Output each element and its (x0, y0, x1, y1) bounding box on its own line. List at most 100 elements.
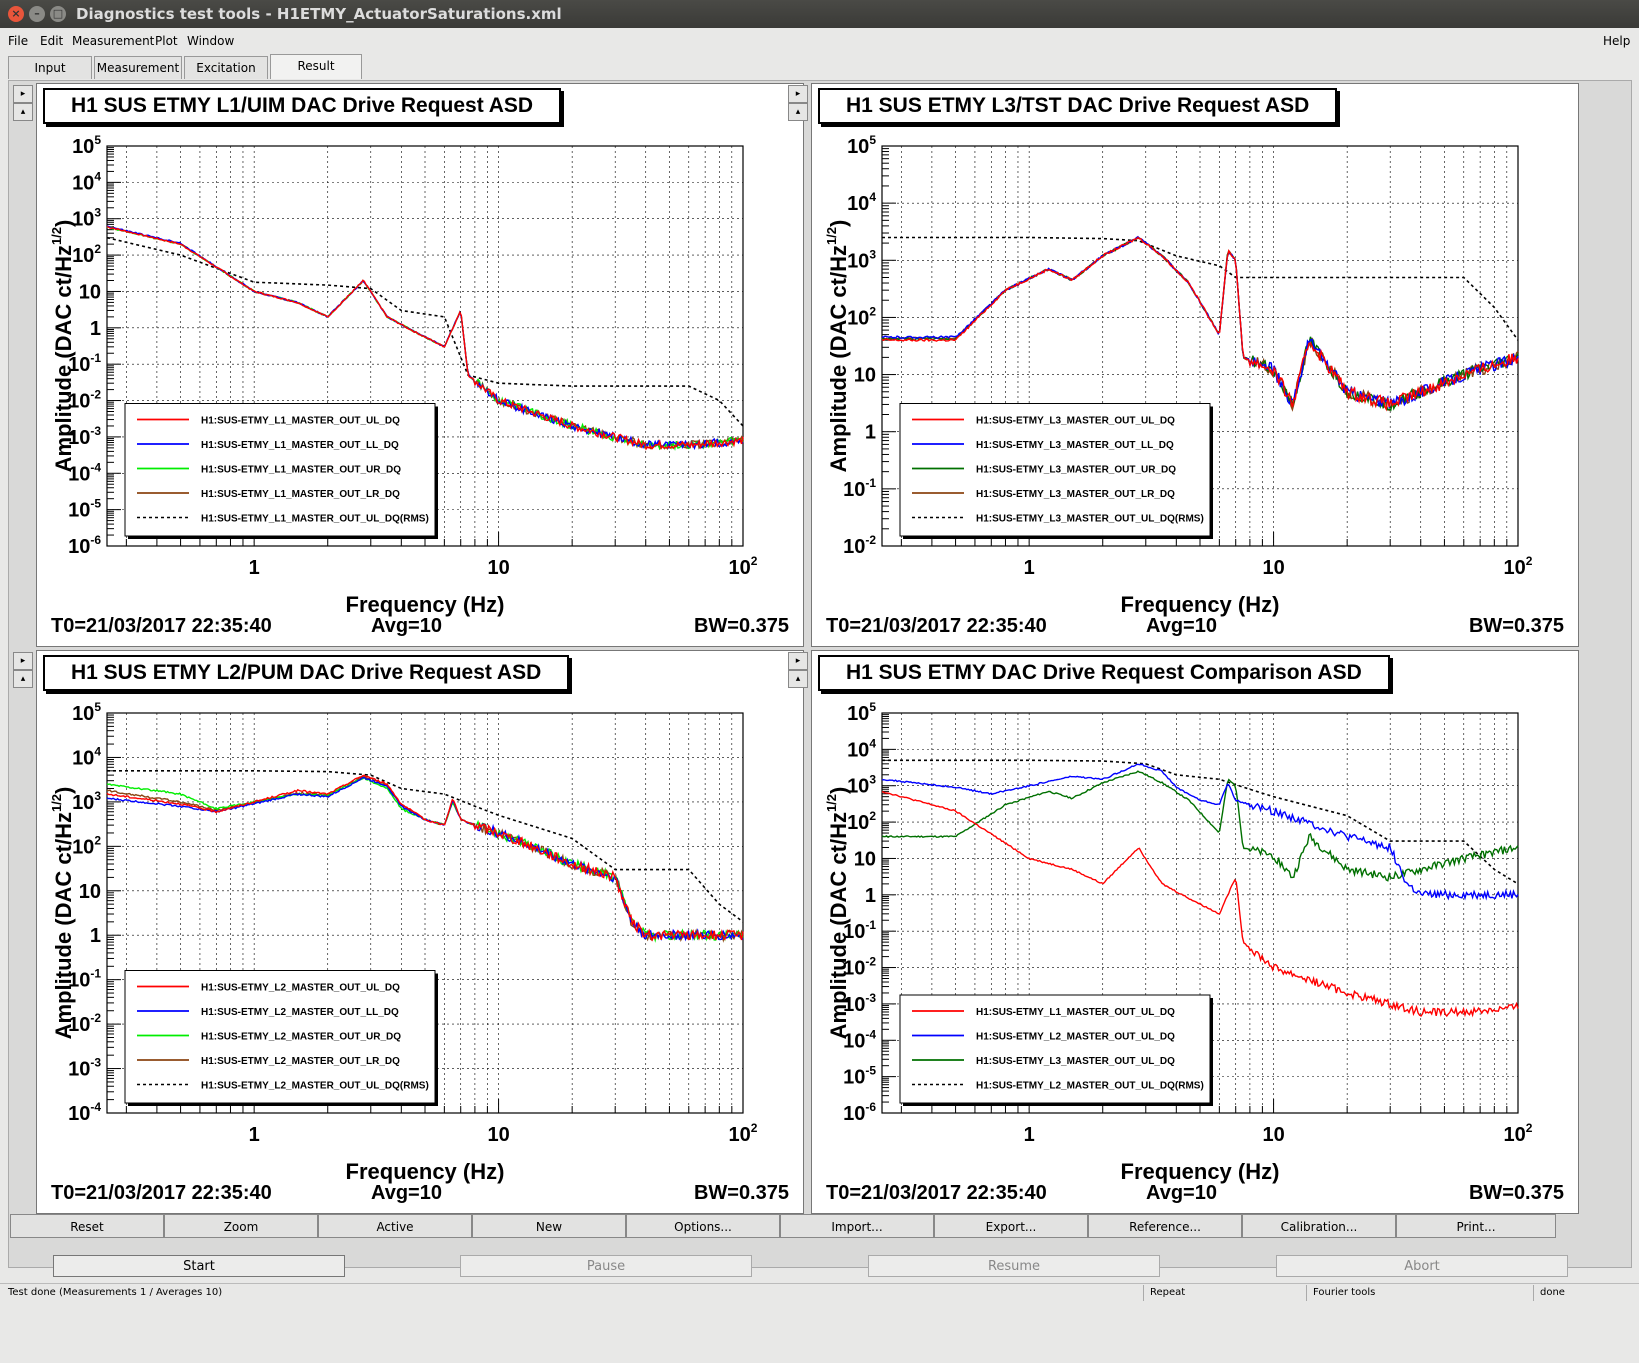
legend-entry: H1:SUS-ETMY_L3_MASTER_OUT_UR_DQ (976, 465, 1176, 476)
pause-button[interactable]: Pause (460, 1255, 752, 1277)
menu-help[interactable]: Help (1603, 34, 1631, 48)
legend-entry: H1:SUS-ETMY_L2_MASTER_OUT_UL_DQ (201, 983, 400, 994)
pad-expand-up-icon[interactable]: ▴ (788, 670, 808, 688)
plot-pad-tst[interactable]: H1 SUS ETMY L3/TST DAC Drive Request ASD… (811, 83, 1579, 647)
y-tick-label: 10-3 (68, 424, 101, 449)
reset-button[interactable]: Reset (10, 1214, 164, 1238)
series-line (881, 237, 1519, 412)
pad-expand-up-icon[interactable]: ▴ (788, 103, 808, 121)
y-tick-label: 103 (72, 206, 101, 231)
y-tick-label: 10 (854, 848, 876, 870)
window-titlebar: × – □ Diagnostics test tools - H1ETMY_Ac… (0, 0, 1639, 28)
y-tick-label: 1 (90, 925, 101, 947)
plot-bw: BW=0.375 (693, 1182, 789, 1204)
grid (107, 712, 744, 1114)
plot-avg: Avg=10 (1146, 1182, 1217, 1204)
y-tick-label: 10-4 (68, 1100, 101, 1125)
status-fourier-tools: Fourier tools (1313, 1287, 1376, 1298)
y-tick-label: 104 (72, 744, 101, 769)
print-button[interactable]: Print... (1396, 1214, 1556, 1238)
series-line (881, 236, 1519, 412)
plot-t0: T0=21/03/2017 22:35:40 (826, 1182, 1047, 1204)
y-tick-label: 10-3 (68, 1056, 101, 1081)
pad-expand-up-icon[interactable]: ▴ (13, 103, 33, 121)
close-window-icon[interactable]: × (8, 6, 24, 22)
pad-expand-right-icon[interactable]: ▸ (788, 652, 808, 670)
pad-expand-right-icon[interactable]: ▸ (13, 652, 33, 670)
y-tick-label: 1 (865, 885, 876, 907)
plot-pad-uim[interactable]: H1 SUS ETMY L1/UIM DAC Drive Request ASD… (36, 83, 804, 647)
y-tick-label: 103 (847, 247, 876, 272)
minimize-window-icon[interactable]: – (29, 6, 45, 22)
y-tick-label: 10 (79, 281, 101, 303)
y-tick-label: 102 (72, 242, 101, 267)
maximize-window-icon[interactable]: □ (50, 6, 66, 22)
window-title: Diagnostics test tools - H1ETMY_Actuator… (76, 5, 562, 23)
y-tick-label: 102 (72, 833, 101, 858)
menu-edit[interactable]: Edit (40, 34, 64, 48)
legend-entry: H1:SUS-ETMY_L3_MASTER_OUT_UL_DQ(RMS) (976, 514, 1204, 525)
pad-expand-right-icon[interactable]: ▸ (13, 85, 33, 103)
menu-window[interactable]: Window (187, 34, 235, 48)
active-button[interactable]: Active (318, 1214, 472, 1238)
plot-t0: T0=21/03/2017 22:35:40 (51, 615, 272, 637)
new-button[interactable]: New (472, 1214, 626, 1238)
legend-entry: H1:SUS-ETMY_L2_MASTER_OUT_LR_DQ (201, 1056, 400, 1067)
y-tick-label: 102 (847, 809, 876, 834)
y-tick-label: 104 (847, 736, 876, 761)
menu-measurement[interactable]: Measurement (72, 34, 155, 48)
plot-title: H1 SUS ETMY L2/PUM DAC Drive Request ASD (43, 655, 570, 691)
legend-entry: H1:SUS-ETMY_L2_MASTER_OUT_UL_DQ(RMS) (201, 1081, 429, 1092)
plot-pad-comparison[interactable]: H1 SUS ETMY DAC Drive Request Comparison… (811, 650, 1579, 1214)
tab-excitation[interactable]: Excitation (184, 56, 268, 79)
zoom-button[interactable]: Zoom (164, 1214, 318, 1238)
start-button[interactable]: Start (53, 1255, 345, 1277)
legend-entry: H1:SUS-ETMY_L1_MASTER_OUT_UL_DQ(RMS) (201, 514, 429, 525)
calibration-button[interactable]: Calibration... (1242, 1214, 1396, 1238)
y-tick-label: 10 (79, 881, 101, 903)
abort-button[interactable]: Abort (1276, 1255, 1568, 1277)
legend-entry: H1:SUS-ETMY_L2_MASTER_OUT_LL_DQ (201, 1007, 399, 1018)
menu-file[interactable]: File (8, 34, 29, 48)
pad-expand-up-icon[interactable]: ▴ (13, 670, 33, 688)
plot-t0: T0=21/03/2017 22:35:40 (826, 615, 1047, 637)
grid (107, 145, 744, 547)
x-tick-label: 10 (487, 1124, 509, 1146)
x-tick-label: 1 (1024, 1124, 1035, 1146)
plot-button-bar: Reset Zoom Active New Options... Import.… (10, 1214, 1628, 1238)
plot-avg: Avg=10 (1146, 615, 1217, 637)
import-button[interactable]: Import... (780, 1214, 934, 1238)
legend-entry: H1:SUS-ETMY_L2_MASTER_OUT_UL_DQ (976, 1032, 1175, 1043)
y-tick-label: 10-1 (68, 967, 101, 992)
export-button[interactable]: Export... (934, 1214, 1088, 1238)
x-tick-label: 1 (249, 1124, 260, 1146)
x-tick-label: 102 (1504, 1121, 1533, 1146)
series-line (106, 774, 744, 943)
options-button[interactable]: Options... (626, 1214, 780, 1238)
plot-title: H1 SUS ETMY L1/UIM DAC Drive Request ASD (43, 88, 562, 124)
reference-button[interactable]: Reference... (1088, 1214, 1242, 1238)
pad-expand-right-icon[interactable]: ▸ (788, 85, 808, 103)
tab-input[interactable]: Input (8, 56, 92, 79)
legend-box (899, 403, 1211, 537)
series-line (106, 226, 744, 451)
y-tick-label: 10-6 (68, 533, 101, 558)
plot-bw: BW=0.375 (1468, 1182, 1564, 1204)
y-tick-label: 103 (72, 789, 101, 814)
menu-plot[interactable]: Plot (155, 34, 178, 48)
y-axis-label: Amplitude (DAC ct/Hz1/2) (49, 787, 76, 1040)
tab-result[interactable]: Result (270, 54, 362, 79)
y-tick-label: 1 (90, 318, 101, 340)
series-line (881, 770, 1519, 882)
y-tick-label: 10-3 (843, 991, 876, 1016)
resume-button[interactable]: Resume (868, 1255, 1160, 1277)
legend-box (124, 970, 436, 1104)
y-axis-label: Amplitude (DAC ct/Hz1/2) (824, 220, 851, 473)
tab-measurement[interactable]: Measurement (94, 56, 182, 79)
plot-pad-pum[interactable]: H1 SUS ETMY L2/PUM DAC Drive Request ASD… (36, 650, 804, 1214)
y-tick-label: 10-5 (843, 1064, 876, 1089)
legend-entry: H1:SUS-ETMY_L1_MASTER_OUT_LR_DQ (201, 489, 400, 500)
legend-box (899, 994, 1211, 1104)
y-tick-label: 105 (847, 700, 876, 725)
y-tick-label: 10-6 (843, 1100, 876, 1125)
